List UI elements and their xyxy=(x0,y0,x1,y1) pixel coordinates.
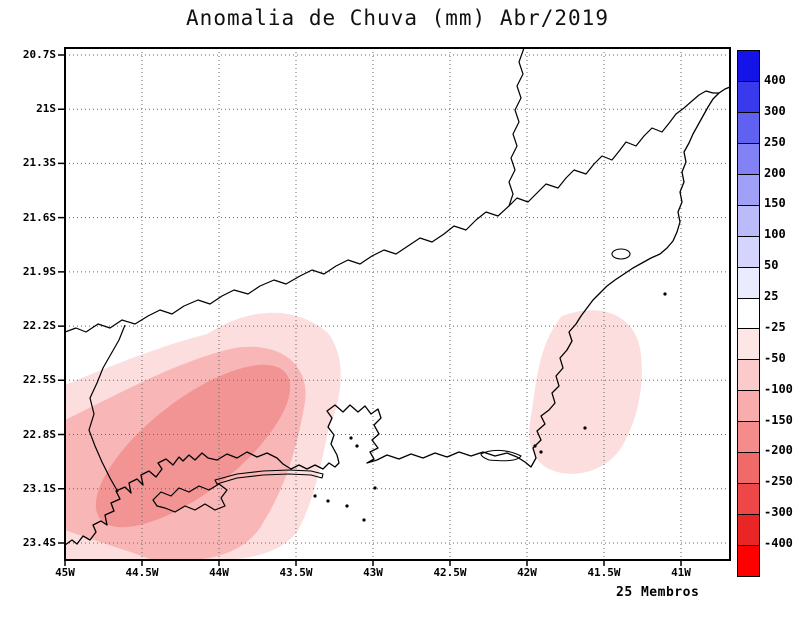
colorbar-segment xyxy=(738,546,759,576)
state-border-north xyxy=(65,90,719,333)
ilha-grande-outline xyxy=(152,483,228,513)
colorbar xyxy=(737,50,760,577)
lat-tick-label: 23.4S xyxy=(22,535,56,549)
colorbar-label: 300 xyxy=(764,103,786,118)
colorbar-segment xyxy=(738,205,759,237)
colorbar-label: -25 xyxy=(764,319,786,334)
coastline xyxy=(65,86,730,546)
lat-tick-label: 21.3S xyxy=(22,156,56,170)
lon-tick-label: 42W xyxy=(517,566,537,579)
lat-tick-label: 21S xyxy=(36,102,56,116)
colorbar-segment xyxy=(738,422,759,454)
anomaly-fill-light-east xyxy=(529,310,642,474)
map-canvas xyxy=(58,47,731,566)
colorbar-segment xyxy=(738,515,759,546)
marambaia-spit xyxy=(214,469,324,485)
colorbar-label: -50 xyxy=(764,350,786,365)
colorbar-label: 50 xyxy=(764,258,779,273)
colorbar-segment xyxy=(738,112,759,144)
lon-tick-label: 43W xyxy=(363,566,383,579)
lat-tick-label: 22.2S xyxy=(22,319,56,333)
anomaly-fill-dark-southwest xyxy=(95,364,291,528)
colorbar-label: 100 xyxy=(764,227,786,242)
lat-tick-label: 20.7S xyxy=(22,48,56,61)
colorbar-label: -400 xyxy=(764,536,793,551)
colorbar-segment xyxy=(738,329,759,361)
colorbar-label: -200 xyxy=(764,443,793,458)
colorbar-label: -250 xyxy=(764,474,793,489)
grid-horizontal-lines xyxy=(65,54,730,544)
grid-vertical-lines xyxy=(141,48,682,560)
lat-tick-label: 21.9S xyxy=(22,264,56,278)
lon-tick-label: 44.5W xyxy=(125,566,159,579)
colorbar-segment xyxy=(738,174,759,206)
lon-tick-label: 44W xyxy=(209,566,229,579)
colorbar-segment xyxy=(738,484,759,516)
ensemble-members-label: 25 Membros xyxy=(616,585,700,600)
lon-tick-label: 43.5W xyxy=(279,566,313,579)
colorbar-segment xyxy=(738,298,759,330)
colorbar-segment xyxy=(738,143,759,175)
colorbar-label: -100 xyxy=(764,381,793,396)
bottom-axis-ticks xyxy=(64,560,682,566)
colorbar-label: 400 xyxy=(764,72,786,87)
left-axis-ticks xyxy=(58,54,65,544)
lat-tick-label: 21.6S xyxy=(22,210,56,224)
colorbar-segment xyxy=(738,453,759,485)
lat-tick-label: 23.1S xyxy=(22,481,56,495)
colorbar-label: -300 xyxy=(764,505,793,520)
araruama-lagoon xyxy=(480,449,522,462)
plot-frame xyxy=(64,47,731,561)
colorbar-segment xyxy=(738,81,759,113)
state-border-northeast xyxy=(508,48,525,207)
colorbar-segment xyxy=(738,360,759,392)
lon-tick-label: 41W xyxy=(671,566,691,579)
lat-tick-label: 22.5S xyxy=(22,373,56,387)
chart-title: Anomalia de Chuva (mm) Abr/2019 xyxy=(186,6,609,30)
colorbar-segment xyxy=(738,267,759,299)
colorbar-segment xyxy=(738,236,759,268)
lon-tick-label: 45W xyxy=(55,566,75,579)
colorbar-label: 25 xyxy=(764,289,779,304)
colorbar-label: 250 xyxy=(764,134,786,149)
colorbar-label: 150 xyxy=(764,196,786,211)
state-border-west xyxy=(88,324,126,493)
map-plot xyxy=(58,47,731,566)
colorbar-segment xyxy=(738,391,759,423)
lat-tick-label: 22.8S xyxy=(22,427,56,441)
colorbar-label: 200 xyxy=(764,165,786,180)
colorbar-label: -150 xyxy=(764,412,793,427)
small-islands xyxy=(313,292,667,522)
feia-lagoon xyxy=(611,248,631,260)
lon-tick-label: 41.5W xyxy=(587,566,621,579)
colorbar-segment xyxy=(738,51,759,82)
lon-tick-label: 42.5W xyxy=(433,566,467,579)
